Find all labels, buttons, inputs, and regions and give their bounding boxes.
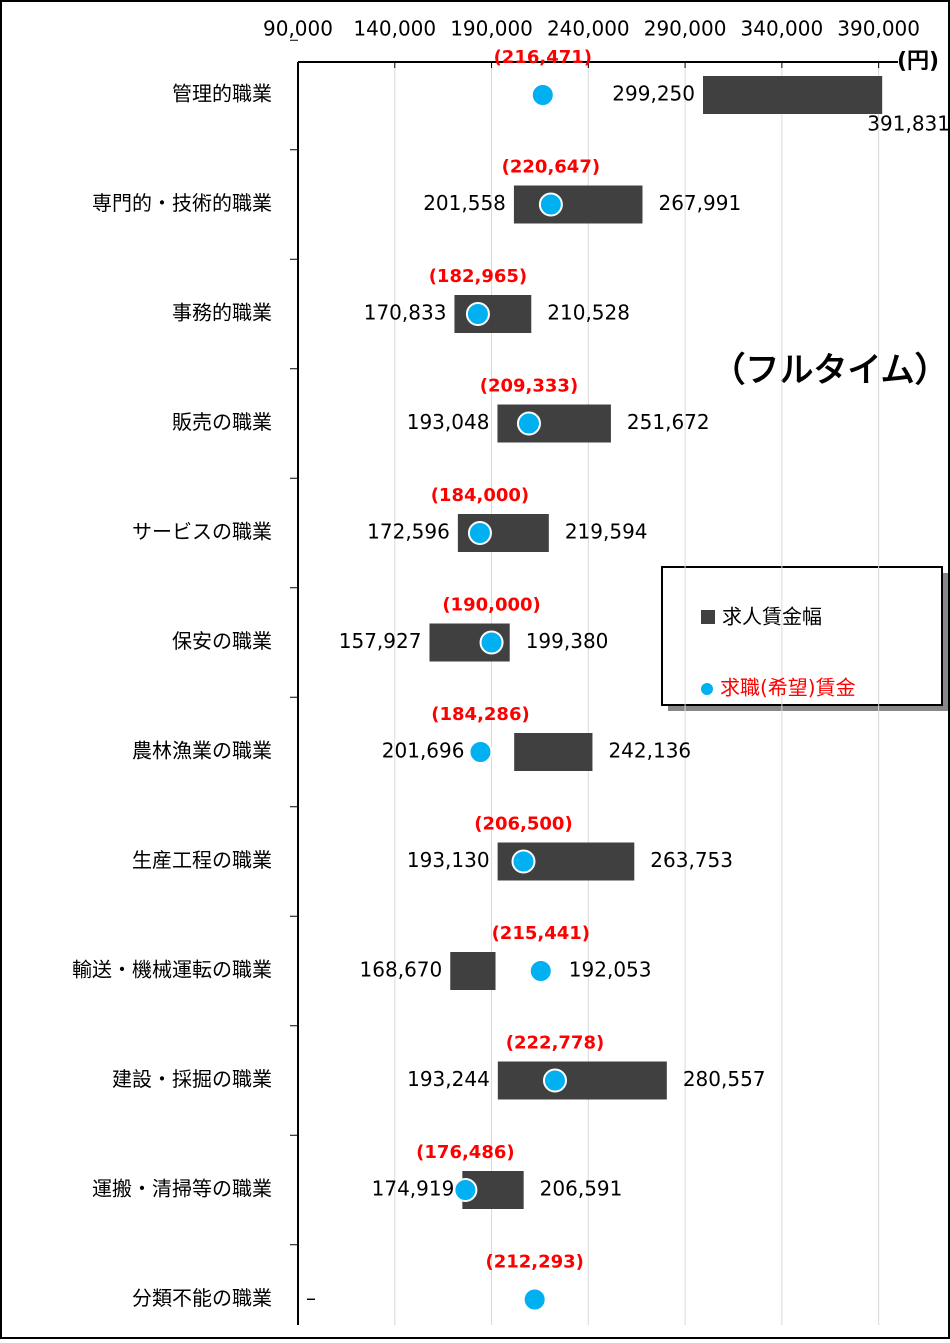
dot-label: (190,000) (442, 595, 540, 616)
y-tick-label: 分類不能の職業 (132, 1286, 272, 1310)
dot (511, 849, 536, 874)
low-label: – (306, 1286, 316, 1310)
x-tick-label: 390,000 (837, 17, 920, 41)
y-tick-label: 管理的職業 (172, 82, 272, 106)
y-tick-label: 販売の職業 (172, 410, 272, 434)
low-label: 168,670 (360, 958, 443, 982)
x-tick-label: 240,000 (547, 17, 630, 41)
high-label: 206,591 (540, 1177, 623, 1201)
dot-label: (206,500) (474, 814, 572, 835)
high-label: 391,831 (867, 112, 950, 136)
y-tick-label: 建設・採掘の職業 (112, 1067, 272, 1091)
low-label: 193,130 (407, 848, 490, 872)
dot-label: (184,286) (431, 704, 529, 725)
dot (538, 192, 563, 217)
low-label: 193,048 (407, 410, 490, 434)
low-label: 174,919 (372, 1177, 455, 1201)
y-tick-label: サービスの職業 (132, 520, 272, 544)
dot-label: (215,441) (492, 923, 590, 944)
range-bar (450, 952, 496, 990)
range-bar (703, 76, 883, 114)
legend-swatch (701, 610, 715, 624)
low-label: 170,833 (364, 301, 447, 325)
low-label: 299,250 (612, 82, 695, 106)
low-label: 172,596 (367, 520, 450, 544)
low-label: 157,927 (339, 629, 422, 653)
dot-label: (216,471) (494, 47, 592, 68)
unit-label: (円) (897, 49, 939, 74)
range-bar (514, 733, 593, 771)
legend (661, 566, 943, 706)
dot (453, 1178, 478, 1202)
x-tick-label: 340,000 (741, 17, 824, 41)
range-bar (513, 185, 643, 224)
annotation: （フルタイム） (711, 351, 948, 391)
dot-label: (220,647) (502, 157, 600, 178)
y-tick-label: 保安の職業 (172, 629, 272, 653)
dot (467, 521, 492, 545)
x-tick-label: 140,000 (353, 17, 436, 41)
dot (528, 959, 553, 983)
high-label: 251,672 (627, 410, 710, 434)
dot-label: (209,333) (480, 376, 578, 397)
dot (542, 1068, 567, 1093)
dot (522, 1287, 547, 1312)
range-bar (497, 1061, 667, 1100)
y-tick-label: 専門的・技術的職業 (92, 191, 272, 215)
dot-label: (182,965) (429, 266, 527, 287)
legend-swatch (701, 683, 713, 695)
high-label: 280,557 (683, 1067, 766, 1091)
high-label: 210,528 (547, 301, 630, 325)
y-tick-label: 事務的職業 (172, 301, 272, 325)
dot-label: (184,000) (431, 485, 529, 506)
dot (468, 740, 493, 764)
legend-label: 求人賃金幅 (722, 605, 822, 629)
y-tick-label: 輸送・機械運転の職業 (72, 958, 272, 982)
dot-label: (222,778) (506, 1033, 604, 1054)
high-label: 267,991 (658, 191, 741, 215)
high-label: 192,053 (569, 958, 652, 982)
low-label: 193,244 (407, 1067, 490, 1091)
high-label: 219,594 (565, 520, 648, 544)
dot (465, 302, 490, 326)
dot-label: (212,293) (485, 1252, 583, 1273)
x-tick-label: 290,000 (644, 17, 727, 41)
range-bar (497, 404, 611, 443)
dot (530, 83, 555, 107)
high-label: 263,753 (650, 848, 733, 872)
high-label: 242,136 (608, 739, 691, 763)
legend-label: 求職(希望)賃金 (720, 676, 856, 700)
x-tick-label: 190,000 (450, 17, 533, 41)
dot (516, 411, 541, 436)
x-tick-label: 90,000 (263, 17, 333, 41)
y-tick-label: 農林漁業の職業 (132, 739, 272, 763)
dot-label: (176,486) (416, 1142, 514, 1163)
high-label: 199,380 (526, 629, 609, 653)
y-tick-label: 運搬・清掃等の職業 (92, 1177, 272, 1201)
y-tick-label: 生産工程の職業 (132, 848, 272, 872)
low-label: 201,696 (382, 739, 465, 763)
dot (479, 630, 504, 655)
low-label: 201,558 (423, 191, 506, 215)
